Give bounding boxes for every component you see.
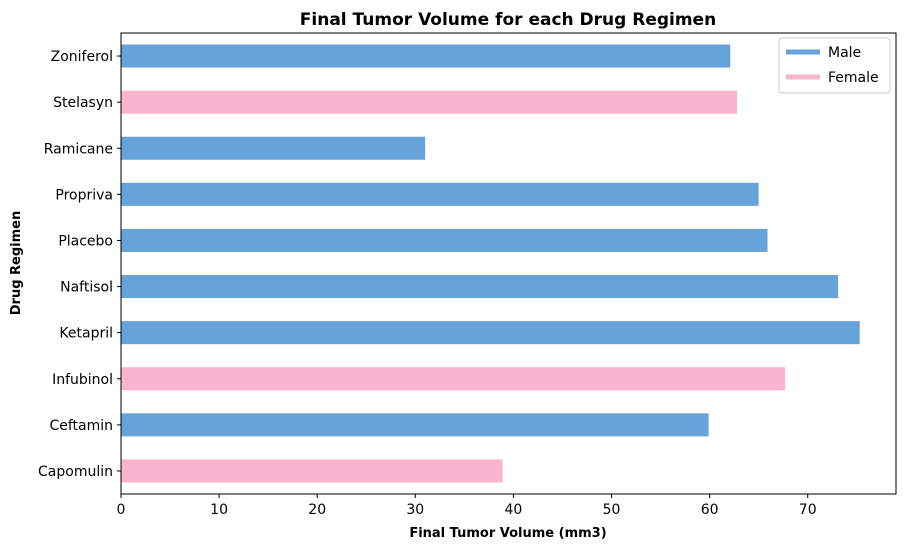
y-tick-label-ceftamin: Ceftamin (49, 418, 113, 434)
bars-group (121, 44, 860, 483)
bar-propriva (121, 182, 759, 206)
legend: Male Female (778, 37, 891, 94)
y-axis-label: Drug Regimen (9, 211, 24, 316)
x-tick-label-0: 0 (117, 502, 126, 518)
x-tick-label-20: 20 (308, 502, 326, 518)
bar-zoniferol (121, 44, 731, 68)
bar-placebo (121, 228, 768, 252)
y-tick-label-zoniferol: Zoniferol (51, 49, 113, 65)
x-tick-label-70: 70 (799, 502, 817, 518)
bar-ketapril (121, 321, 860, 345)
bar-ramicane (121, 136, 426, 160)
x-tick-label-30: 30 (406, 502, 424, 518)
y-tick-label-capomulin: Capomulin (38, 464, 113, 480)
x-axis-label: Final Tumor Volume (mm3) (409, 526, 606, 541)
plot-frame (120, 32, 897, 495)
bar-naftisol (121, 275, 839, 299)
y-tick-label-stelasyn: Stelasyn (53, 95, 113, 111)
y-tick-label-naftisol: Naftisol (60, 280, 113, 296)
x-tick-label-50: 50 (603, 502, 621, 518)
y-tick-label-ramicane: Ramicane (44, 141, 113, 157)
y-tick-label-propriva: Propriva (55, 187, 113, 203)
x-tick-label-40: 40 (504, 502, 522, 518)
x-axis-ticks: 0 10 20 30 40 50 60 70 (117, 494, 817, 518)
legend-label-male: Male (828, 45, 861, 61)
x-tick-label-60: 60 (701, 502, 719, 518)
y-tick-label-infubinol: Infubinol (52, 372, 113, 388)
x-tick-label-10: 10 (210, 502, 228, 518)
y-tick-label-placebo: Placebo (58, 233, 113, 249)
bar-capomulin (121, 459, 503, 483)
bar-ceftamin (121, 413, 709, 437)
chart-title: Final Tumor Volume for each Drug Regimen (300, 10, 716, 30)
bar-stelasyn (121, 90, 738, 114)
legend-label-female: Female (828, 70, 879, 86)
y-axis-ticks: Capomulin Ceftamin Infubinol Ketapril Naftis… (38, 49, 121, 480)
y-tick-label-ketapril: Ketapril (59, 326, 113, 342)
bar-infubinol (121, 367, 786, 391)
